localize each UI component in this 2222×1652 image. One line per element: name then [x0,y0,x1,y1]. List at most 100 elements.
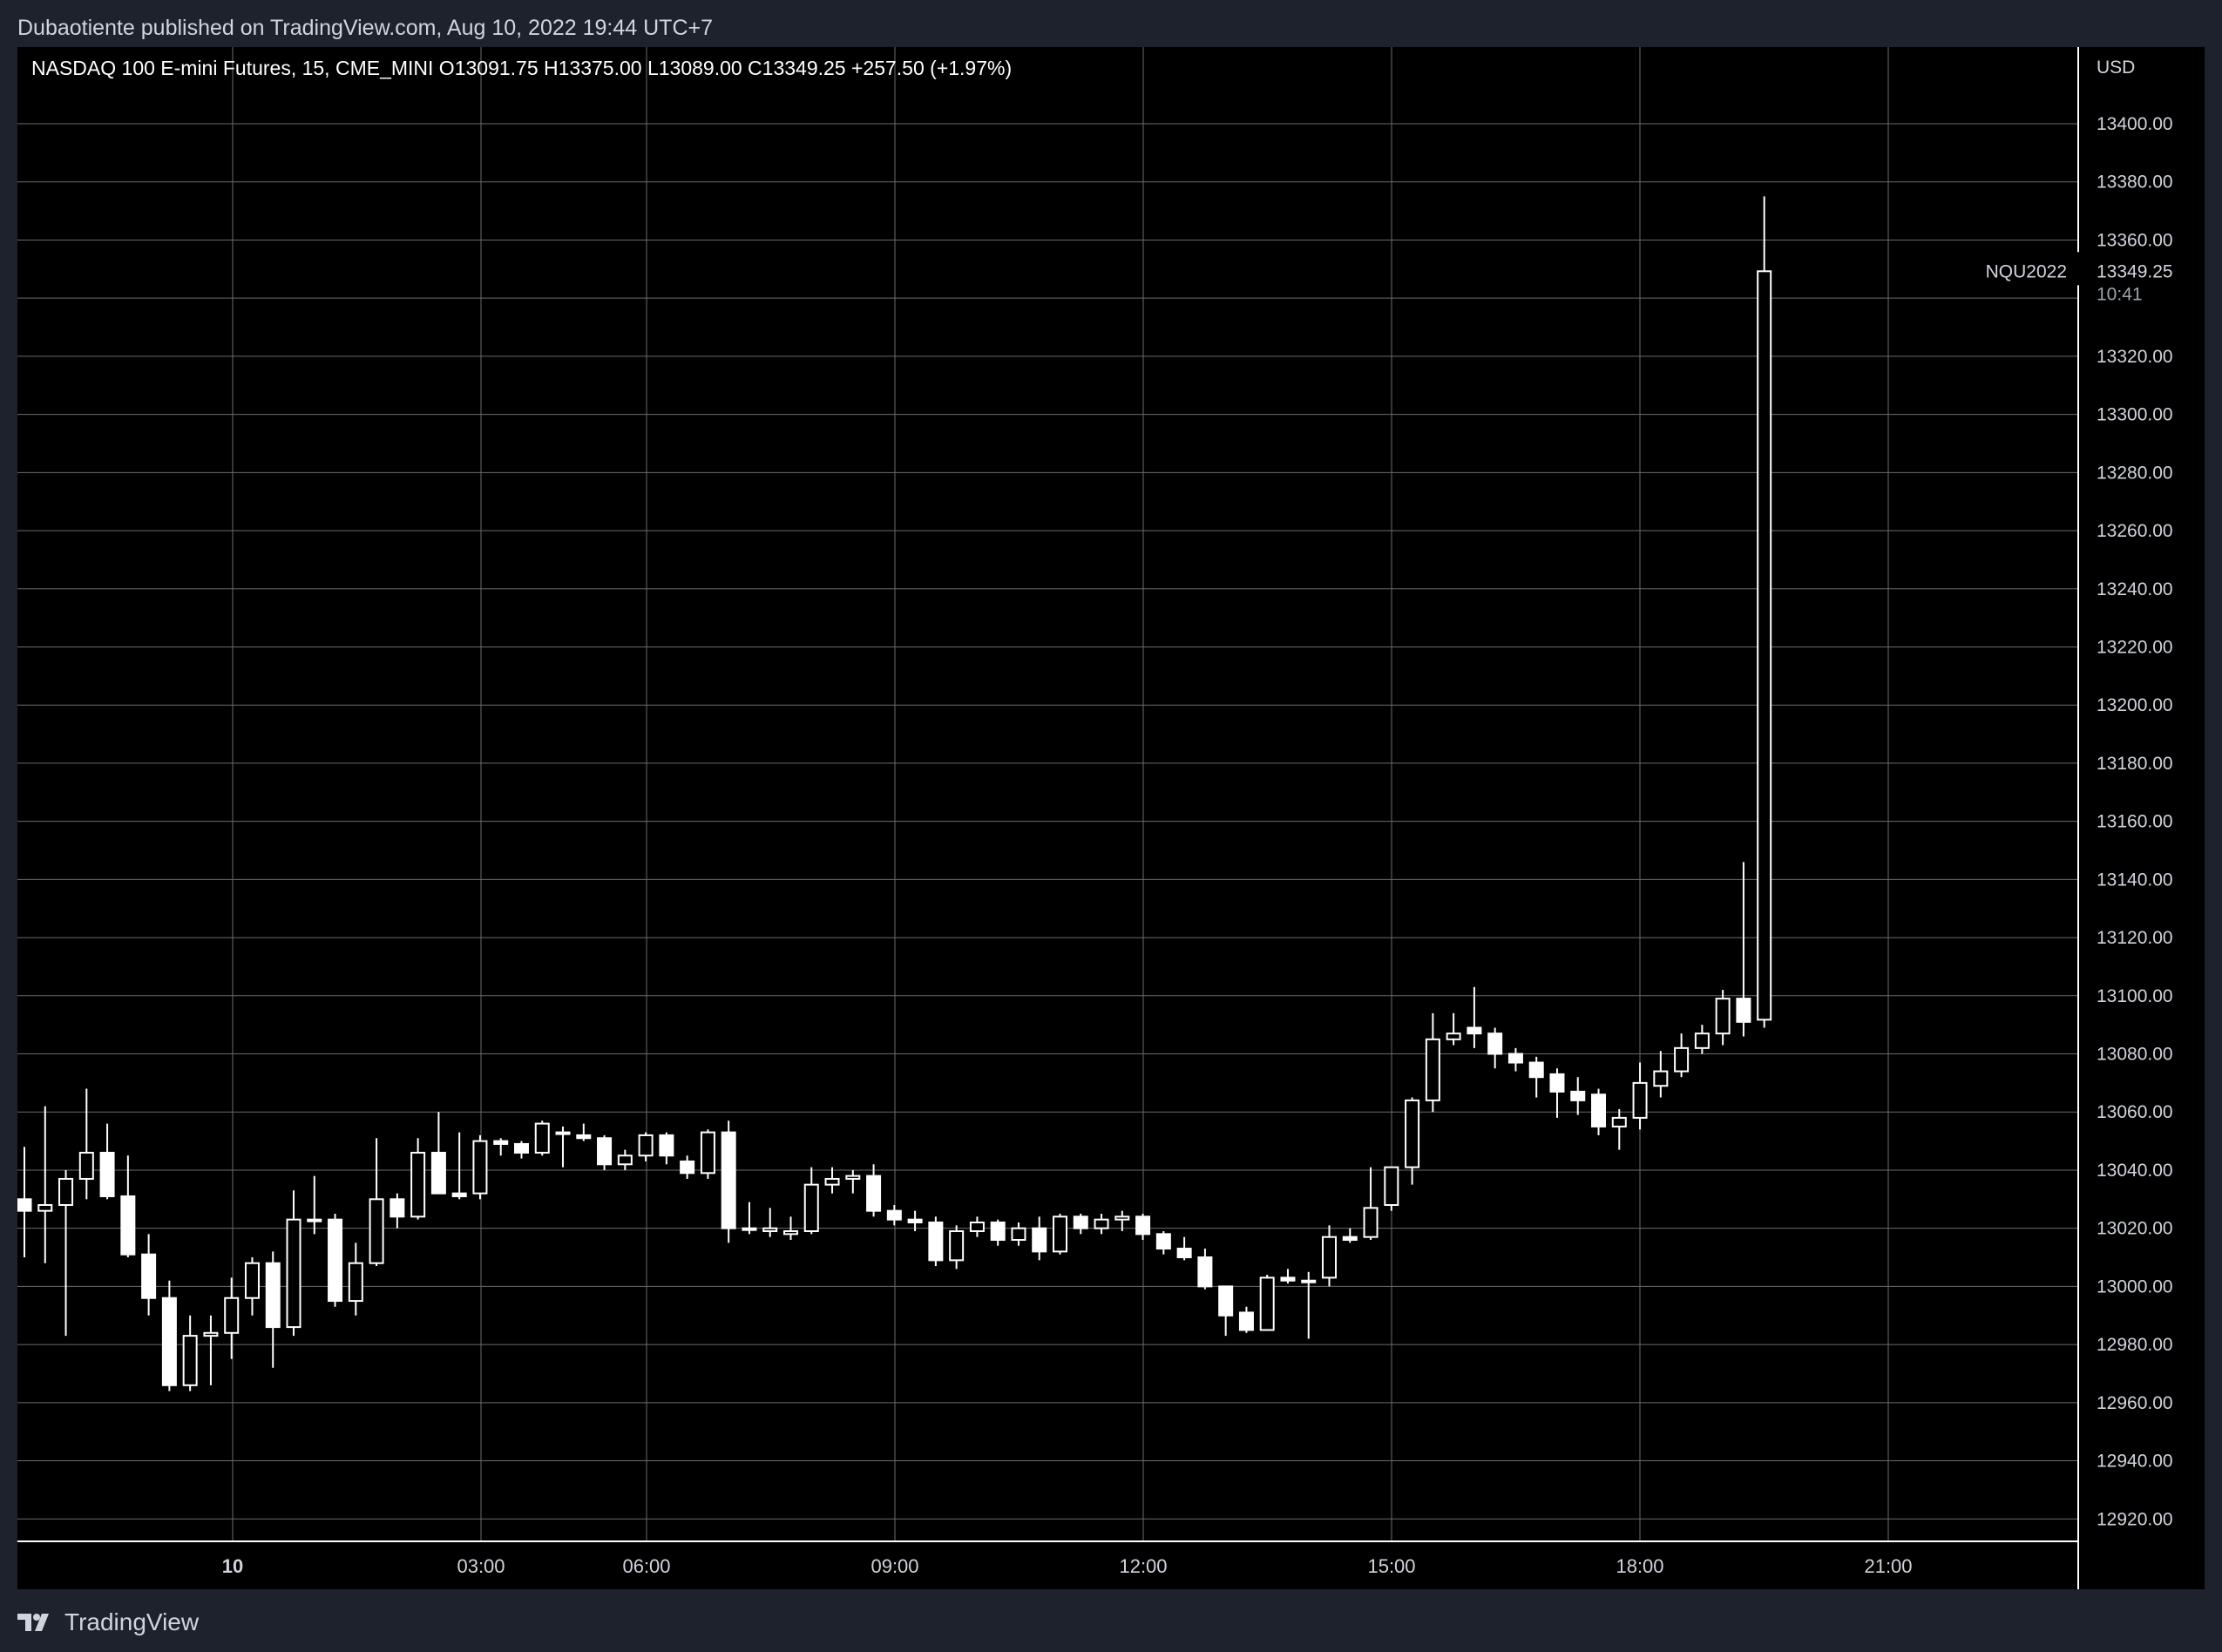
last-price-label: 13349.25 [2097,261,2173,281]
candle-up [1053,1215,1067,1253]
candle-down [907,1218,923,1224]
candle-up [1301,1279,1317,1283]
candle-down [99,1151,115,1197]
candle-down [1073,1215,1088,1229]
published-by-text: Dubaotiente published on TradingView.com… [17,16,714,40]
vertical-gridlines [232,47,1889,1541]
candle-down [390,1198,405,1218]
time-tick-label: 09:00 [871,1555,918,1577]
candle-up [369,1198,384,1264]
candle-down [1342,1236,1358,1242]
candle-down [1155,1233,1171,1250]
price-tick-label: 13220.00 [2097,637,2173,657]
price-tick-label: 13160.00 [2097,812,2173,832]
time-tick-label: 12:00 [1119,1555,1167,1577]
candle-up [1653,1070,1669,1087]
candle-down [866,1175,882,1212]
candle-up [1384,1166,1399,1206]
candle-up [1363,1207,1379,1238]
horizontal-gridlines [17,123,2078,1520]
ohlc-legend: NASDAQ 100 E-mini Futures, 15, CME_MINI … [31,57,1012,79]
candle-up [803,1183,819,1233]
candle-down [328,1218,343,1303]
candle-up [969,1222,985,1233]
candle-down [990,1222,1006,1242]
candle-up [1259,1276,1275,1331]
price-tick-label: 13000.00 [2097,1276,2173,1297]
candle-up [37,1203,53,1212]
candle-up [1694,1032,1710,1049]
candle-up [1757,270,1772,1021]
candle-down [1528,1061,1544,1079]
candle-up [78,1151,94,1180]
chart-area[interactable]: USD 13400.00 13380.00 13360.00 13320.00 1330… [17,47,2205,1589]
candle-up [348,1262,363,1303]
price-tick-label: 13260.00 [2097,521,2173,541]
candle-up [203,1331,219,1337]
price-axis[interactable]: USD 13400.00 13380.00 13360.00 13320.00 1330… [2097,58,2173,1529]
candle-down [721,1131,736,1229]
candle-up [472,1140,488,1195]
price-tick-label: 13140.00 [2097,870,2173,890]
candle-up [1632,1081,1648,1119]
candle-up [824,1177,840,1186]
tradingview-brand-text: TradingView [64,1608,200,1635]
currency-label: USD [2097,58,2135,78]
candle-up [617,1154,633,1166]
candle-up [244,1262,260,1299]
candle-down [659,1134,674,1157]
candle-down [1218,1285,1234,1317]
price-tick-label: 13300.00 [2097,405,2173,425]
candle-up [742,1227,757,1231]
candle-up [638,1134,654,1157]
price-tick-label: 13400.00 [2097,114,2173,134]
candlestick-chart[interactable]: USD 13400.00 13380.00 13360.00 13320.00 1330… [17,47,2205,1589]
candle-up [1405,1099,1420,1168]
candle-up [1611,1116,1627,1127]
candle-up [1094,1218,1109,1229]
candle-down [1176,1248,1192,1259]
candle-down [1487,1032,1503,1055]
candle-up [782,1230,798,1236]
time-tick-label: 03:00 [457,1555,505,1577]
candle-up [1446,1032,1461,1040]
candle-up [286,1218,301,1329]
candle-down [1197,1256,1213,1288]
candle-up [1011,1227,1026,1242]
candle-up [410,1151,426,1218]
price-tick-label: 13120.00 [2097,928,2173,948]
candle-down [161,1297,177,1386]
price-tick-label: 13360.00 [2097,230,2173,250]
candle-down [576,1134,592,1140]
candle-down [680,1160,695,1175]
candle-up [534,1122,550,1154]
candle-down [1549,1073,1565,1093]
candle-down [451,1192,467,1197]
bar-countdown-label: 10:41 [2097,284,2143,304]
tradingview-logo-icon [17,1614,49,1631]
price-tick-label: 12940.00 [2097,1452,2173,1472]
price-tick-label: 13060.00 [2097,1102,2173,1122]
candle-up [845,1175,861,1180]
candle-up [1322,1236,1338,1279]
candle-down [1467,1026,1482,1035]
candle-up [1114,1215,1130,1221]
candle-up [224,1297,240,1334]
candle-up [555,1131,571,1135]
price-tick-label: 12920.00 [2097,1509,2173,1529]
time-axis[interactable]: 10 03:00 06:00 09:00 12:00 15:00 18:00 21:00 [222,1555,1913,1577]
candle-down [1736,998,1751,1023]
symbol-label: NQU2022 [1986,261,2067,281]
candle-down [493,1140,509,1145]
candle-up [1674,1046,1690,1073]
candle-up [1715,998,1731,1035]
price-tick-label: 12960.00 [2097,1393,2173,1413]
time-tick-label: 21:00 [1864,1555,1912,1577]
candle-down [513,1142,529,1154]
time-tick-label: 06:00 [622,1555,670,1577]
candle-down [1280,1276,1296,1282]
price-tick-label: 13280.00 [2097,463,2173,483]
price-tick-label: 13040.00 [2097,1161,2173,1181]
candle-down [120,1195,136,1256]
candle-up [58,1177,74,1206]
